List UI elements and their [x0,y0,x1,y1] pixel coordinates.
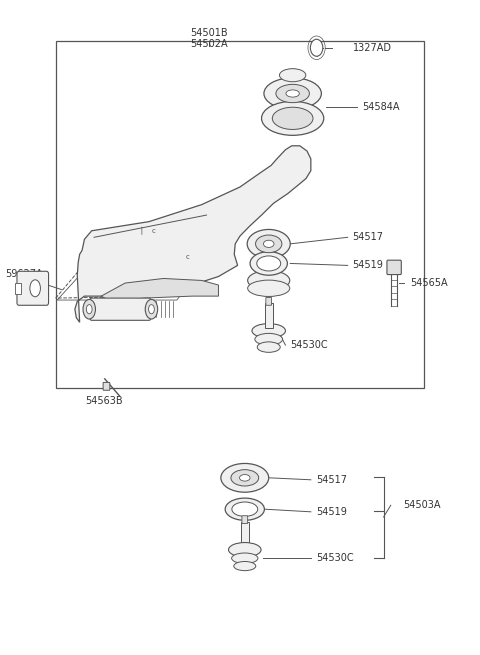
Ellipse shape [83,299,96,319]
Ellipse shape [86,305,92,314]
Text: 54519: 54519 [317,507,348,517]
Ellipse shape [232,553,258,563]
Ellipse shape [262,102,324,136]
Ellipse shape [145,299,157,319]
Ellipse shape [272,107,313,130]
Bar [265,303,273,328]
Text: 54517: 54517 [317,475,348,485]
Text: 54563B: 54563B [85,396,122,406]
Ellipse shape [250,252,288,275]
Ellipse shape [247,229,290,258]
FancyBboxPatch shape [90,298,151,320]
Circle shape [311,39,323,56]
Ellipse shape [248,280,290,297]
Text: c: c [152,228,156,234]
Ellipse shape [149,305,155,314]
Text: 54784B: 54784B [94,312,132,322]
Ellipse shape [264,78,322,109]
FancyBboxPatch shape [103,383,110,390]
Ellipse shape [30,280,40,297]
Text: 54517: 54517 [352,233,384,242]
Ellipse shape [228,542,261,557]
Text: 54530C: 54530C [290,340,328,350]
Text: 54565A: 54565A [410,278,447,288]
Ellipse shape [234,561,256,571]
FancyBboxPatch shape [17,271,48,305]
Ellipse shape [225,498,264,520]
Text: 54584A: 54584A [362,102,399,111]
Text: 54530C: 54530C [317,553,354,563]
Text: 59627A: 59627A [5,269,43,279]
Ellipse shape [279,69,306,82]
Ellipse shape [221,464,269,492]
Ellipse shape [255,333,283,345]
Bar [56,41,424,388]
Ellipse shape [232,502,258,516]
Ellipse shape [264,240,274,248]
Text: 54519: 54519 [352,261,384,271]
Polygon shape [75,146,311,322]
Ellipse shape [257,342,280,352]
Ellipse shape [255,235,282,253]
Ellipse shape [248,271,290,290]
Bar [15,283,21,293]
Text: 1327AD: 1327AD [352,43,392,53]
FancyBboxPatch shape [266,297,272,305]
Ellipse shape [257,256,281,271]
FancyBboxPatch shape [242,515,248,523]
Ellipse shape [276,84,310,103]
Text: 54503A: 54503A [403,500,440,510]
Text: 54501B
54502A: 54501B 54502A [190,28,228,49]
FancyBboxPatch shape [387,260,401,274]
Ellipse shape [231,470,259,486]
Ellipse shape [286,90,300,97]
Bar [241,521,249,546]
Text: c: c [185,254,189,260]
Polygon shape [101,278,218,301]
Ellipse shape [252,324,286,338]
Ellipse shape [240,475,250,481]
